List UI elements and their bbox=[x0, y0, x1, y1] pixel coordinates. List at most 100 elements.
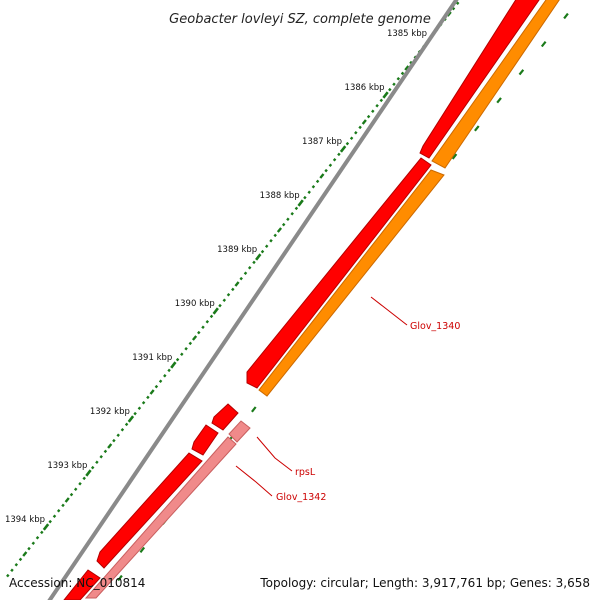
minor-tick bbox=[273, 233, 277, 238]
minor-tick bbox=[371, 109, 375, 113]
minor-tick bbox=[40, 530, 44, 535]
gene-arrow-glov-1342-b[interactable] bbox=[84, 436, 237, 599]
topology-text: Topology: circular; Length: 3,917,761 bp… bbox=[260, 576, 590, 590]
minor-tick bbox=[149, 389, 155, 395]
minor-tick bbox=[180, 352, 184, 356]
glov-1342-label[interactable]: Glov_1342 bbox=[276, 492, 326, 503]
tick-label: 1386 kbp bbox=[345, 83, 385, 93]
minor-tick bbox=[56, 509, 61, 513]
minor-tick bbox=[116, 433, 120, 437]
inner-tick bbox=[117, 574, 123, 582]
forward-strand bbox=[63, 0, 546, 600]
tick-label: 1388 kbp bbox=[260, 191, 300, 201]
minor-tick bbox=[361, 119, 367, 125]
minor-tick bbox=[10, 568, 14, 572]
minor-tick bbox=[133, 411, 137, 416]
minor-tick bbox=[73, 487, 78, 491]
minor-tick bbox=[154, 384, 159, 389]
gene-arrow-upper[interactable] bbox=[419, 0, 546, 159]
minor-tick bbox=[112, 438, 116, 443]
gene-arrow-bottom[interactable] bbox=[63, 569, 101, 600]
minor-tick bbox=[201, 325, 205, 329]
major-tick bbox=[382, 91, 389, 99]
glov-1340-label[interactable]: Glov_1340 bbox=[410, 321, 460, 332]
minor-tick bbox=[69, 492, 74, 497]
minor-tick bbox=[349, 136, 354, 140]
minor-tick bbox=[167, 368, 171, 373]
minor-tick bbox=[269, 239, 273, 243]
minor-tick bbox=[82, 476, 86, 481]
inner-tick bbox=[540, 41, 547, 48]
tick-label: 1392 kbp bbox=[90, 407, 130, 417]
rpsl-label[interactable]: rpsL bbox=[295, 467, 316, 478]
minor-tick bbox=[294, 206, 299, 211]
minor-tick bbox=[404, 65, 410, 71]
gene-arrow-reverse-upper[interactable] bbox=[431, 0, 566, 169]
gene-arrow-lower[interactable] bbox=[96, 452, 203, 569]
minor-tick bbox=[455, 1, 460, 5]
minor-tick bbox=[281, 222, 286, 227]
minor-tick bbox=[90, 465, 95, 470]
major-tick bbox=[339, 145, 347, 153]
map-title: Geobacter lovleyi SZ, complete genome bbox=[169, 12, 431, 27]
minor-tick bbox=[409, 60, 413, 65]
rpsl-leader bbox=[256, 436, 293, 472]
major-tick bbox=[297, 199, 304, 207]
minor-tick bbox=[231, 287, 235, 292]
minor-tick bbox=[48, 519, 52, 524]
minor-tick bbox=[103, 449, 108, 454]
minor-tick bbox=[392, 82, 396, 86]
minor-tick bbox=[226, 293, 231, 297]
inner-tick bbox=[139, 546, 146, 553]
minor-tick bbox=[354, 131, 358, 135]
minor-tick bbox=[239, 276, 243, 281]
gene-arrow-rpsl[interactable] bbox=[211, 403, 239, 431]
gene-arrow-glov-1342-a[interactable] bbox=[228, 420, 251, 443]
minor-tick bbox=[146, 395, 150, 400]
gene-arrow-glov-1340[interactable] bbox=[258, 169, 445, 397]
gene-arrow-glov-1340-region[interactable] bbox=[246, 157, 432, 389]
minor-tick bbox=[141, 401, 146, 405]
tick-label: 1390 kbp bbox=[175, 299, 215, 309]
minor-tick bbox=[286, 217, 290, 221]
tick-label: 1389 kbp bbox=[217, 245, 257, 255]
inner-tick bbox=[518, 69, 525, 76]
minor-tick bbox=[222, 298, 227, 302]
minor-tick bbox=[107, 443, 113, 449]
minor-tick bbox=[184, 347, 188, 351]
minor-tick bbox=[358, 125, 362, 130]
minor-tick bbox=[163, 374, 167, 378]
minor-tick bbox=[35, 536, 40, 540]
minor-tick bbox=[375, 104, 379, 108]
minor-tick bbox=[158, 379, 163, 383]
inner-tick bbox=[474, 125, 480, 132]
minor-tick bbox=[243, 271, 248, 275]
minor-tick bbox=[303, 195, 307, 200]
minor-tick bbox=[14, 563, 19, 567]
inner-tick bbox=[496, 97, 502, 104]
minor-tick bbox=[276, 227, 283, 233]
minor-tick bbox=[191, 335, 198, 341]
minor-tick bbox=[366, 114, 371, 119]
tick-label: 1393 kbp bbox=[47, 461, 87, 471]
tick-labels: 1385 kbp 1386 kbp 1387 kbp 1388 kbp 1389 kbp… bbox=[5, 29, 427, 525]
major-tick bbox=[127, 415, 135, 423]
inner-tick bbox=[251, 406, 257, 413]
major-tick bbox=[42, 523, 50, 531]
minor-tick bbox=[64, 497, 70, 503]
minor-tick bbox=[218, 303, 222, 308]
minor-tick bbox=[311, 185, 316, 189]
major-tick bbox=[85, 469, 92, 477]
tick-label: 1394 kbp bbox=[5, 515, 45, 525]
minor-tick bbox=[27, 546, 31, 551]
minor-tick bbox=[197, 330, 201, 335]
gene-arrow-small[interactable] bbox=[191, 424, 219, 456]
minor-tick bbox=[95, 460, 99, 464]
minor-tick bbox=[328, 163, 333, 167]
minor-tick bbox=[209, 314, 214, 319]
minor-tick bbox=[188, 341, 193, 346]
minor-tick bbox=[388, 87, 392, 92]
tick-label: 1385 kbp bbox=[387, 29, 427, 39]
reverse-strand bbox=[84, 0, 566, 599]
